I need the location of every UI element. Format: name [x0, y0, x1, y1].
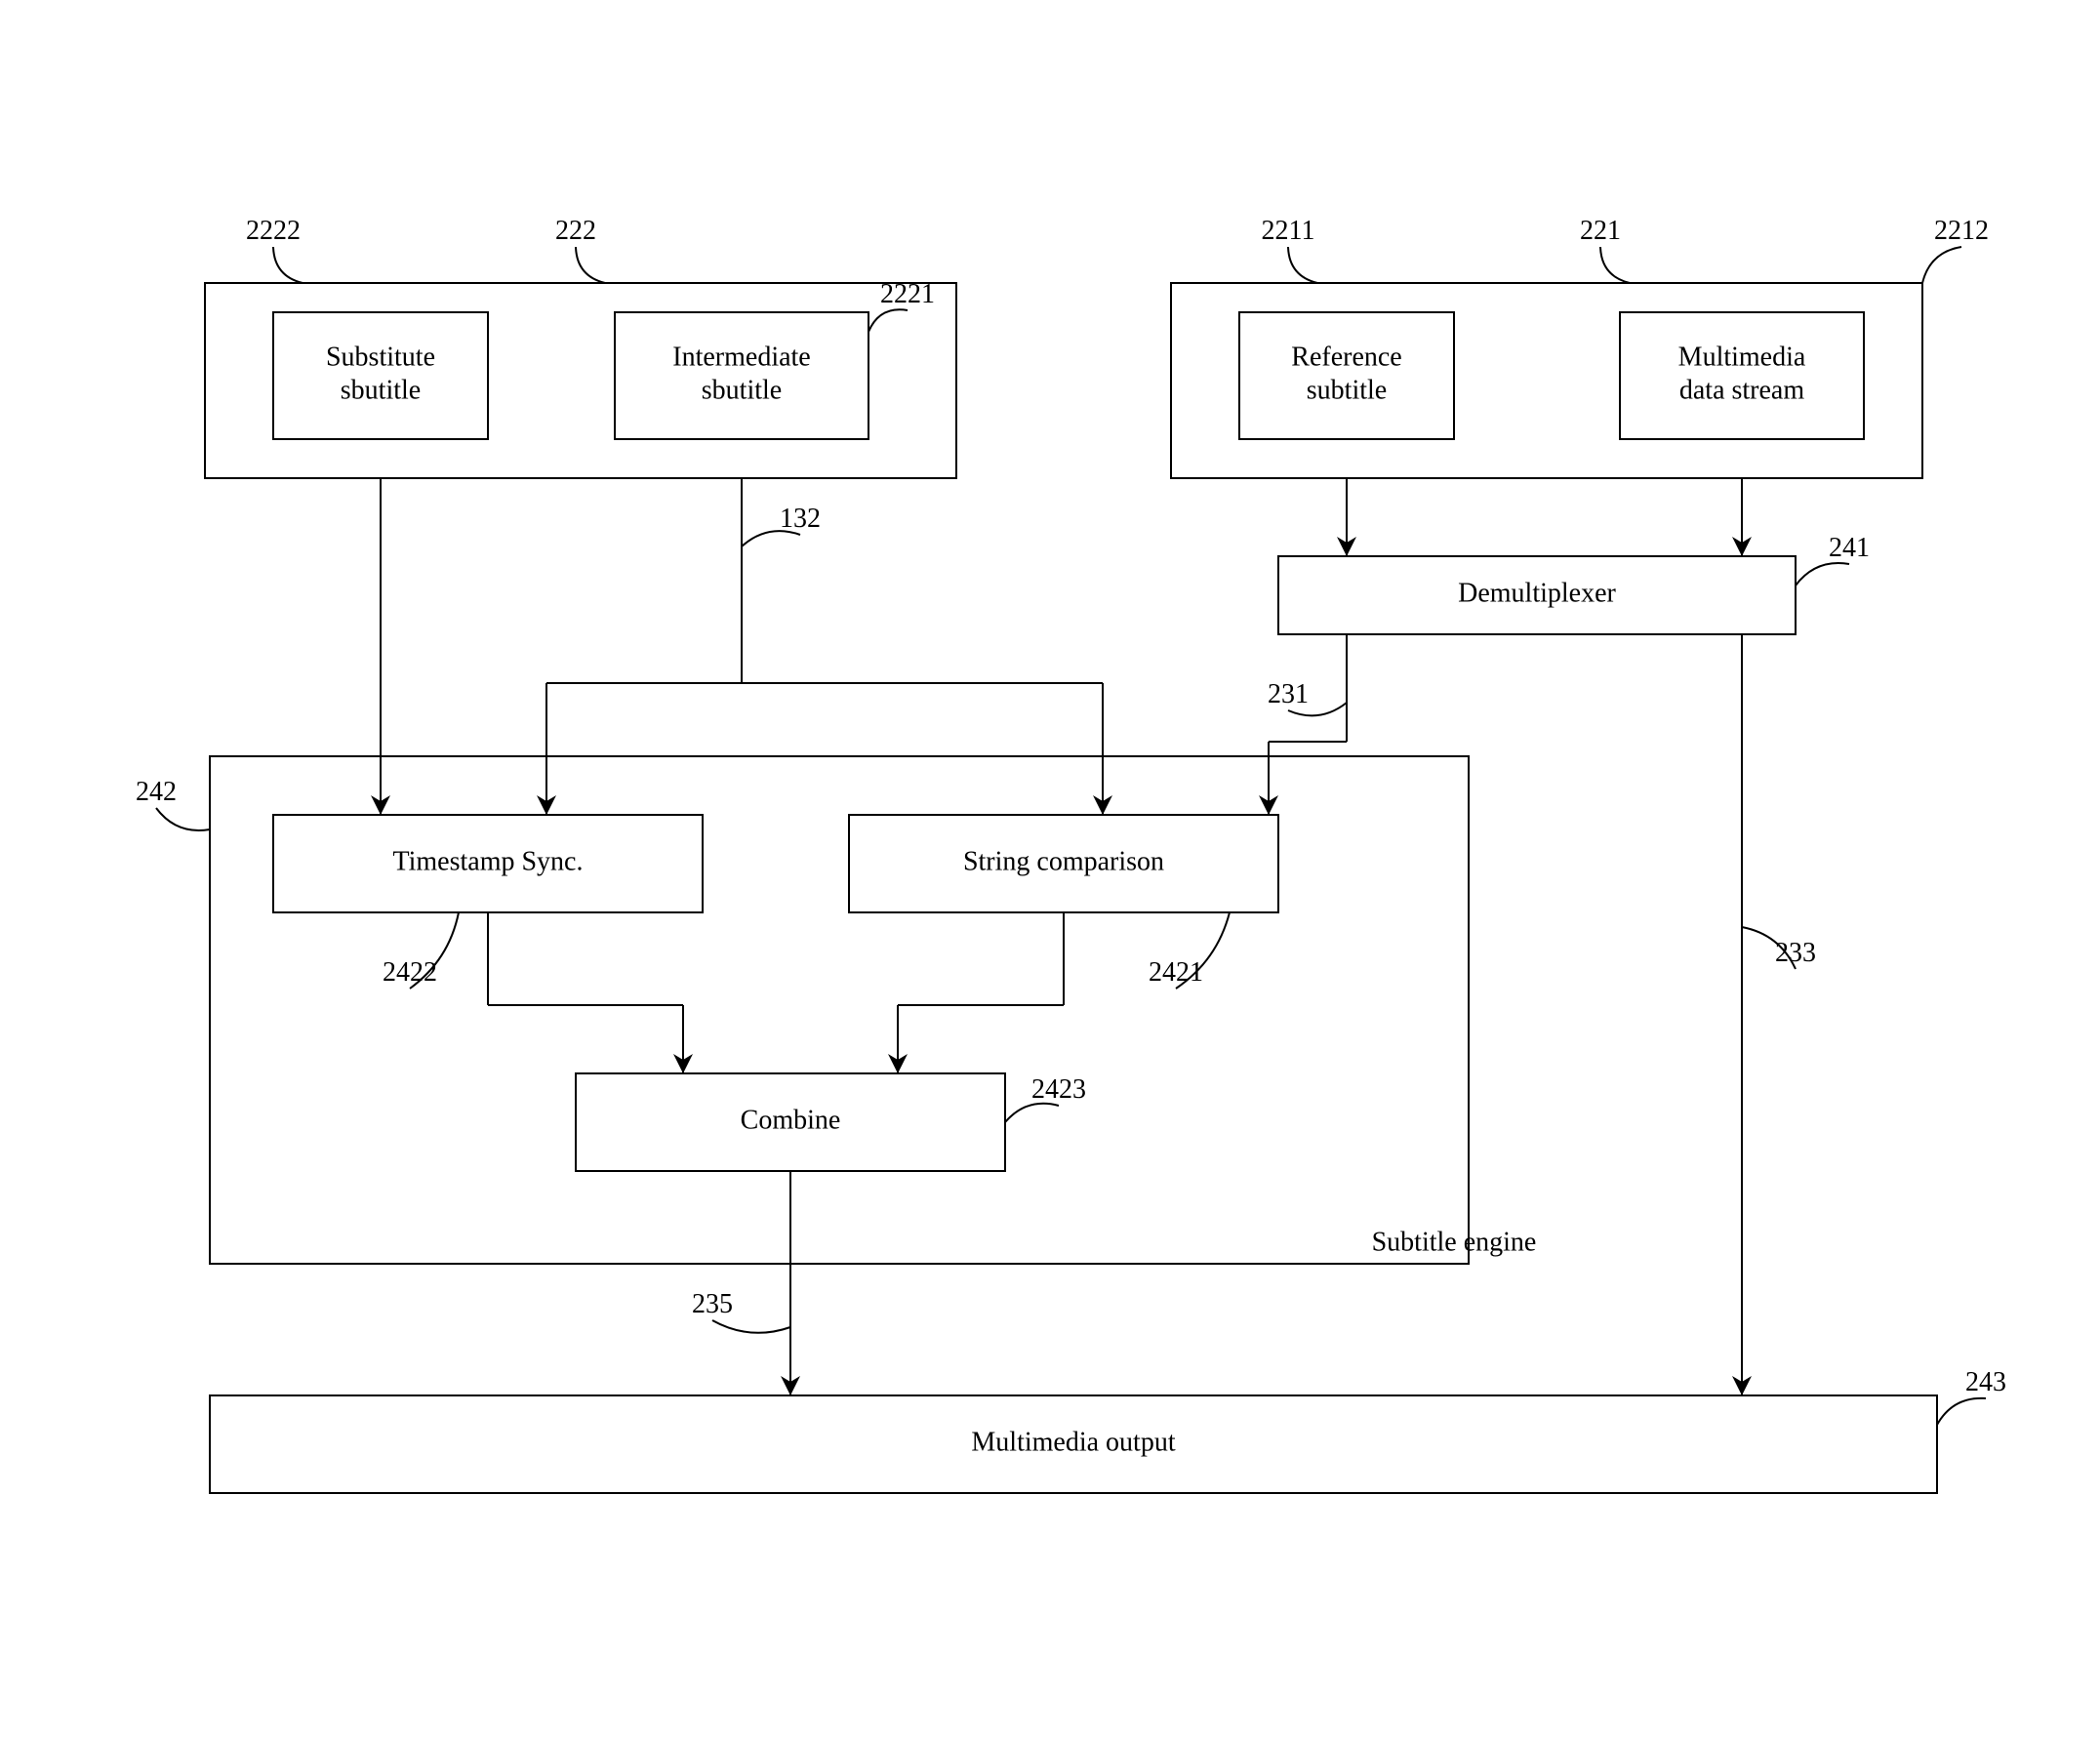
leader-243 [1937, 1398, 1986, 1425]
substitute-label-1: sbutitle [341, 375, 421, 405]
multimedia_stream-label-0: Multimedia [1678, 342, 1806, 372]
reference-label-1: subtitle [1307, 375, 1387, 405]
string_comp-label-0: String comparison [963, 846, 1164, 876]
multimedia_stream-label-1: data stream [1679, 375, 1804, 405]
leader-222 [576, 247, 605, 283]
combine-label-0: Combine [741, 1105, 841, 1135]
subtitle_engine-corner-label: Subtitle engine [1372, 1227, 1537, 1257]
refnum-2211: 2211 [1262, 216, 1315, 246]
leader-242 [156, 808, 210, 830]
leader-2222 [273, 247, 303, 283]
refnum-222: 222 [555, 216, 596, 246]
leader-241 [1796, 563, 1849, 586]
refnum-233: 233 [1775, 938, 1816, 968]
flowchart-diagram: SubstitutesbutitleIntermediatesbutitleRe… [0, 0, 2100, 1738]
refnum-221: 221 [1580, 216, 1621, 246]
refnum-2423: 2423 [1031, 1074, 1086, 1105]
leader-2211 [1288, 247, 1317, 283]
reference-label-0: Reference [1291, 342, 1401, 372]
leader-235 [712, 1320, 790, 1333]
leader-221 [1600, 247, 1630, 283]
intermediate-label-0: Intermediate [672, 342, 810, 372]
leader-2212 [1922, 247, 1961, 283]
refnum-243: 243 [1965, 1367, 2006, 1397]
substitute-label-0: Substitute [326, 342, 435, 372]
refnum-242: 242 [136, 777, 177, 807]
output-label-0: Multimedia output [971, 1427, 1175, 1457]
timestamp-label-0: Timestamp Sync. [393, 846, 584, 876]
intermediate-label-1: sbutitle [702, 375, 782, 405]
refnum-132: 132 [780, 504, 821, 534]
refnum-2212: 2212 [1934, 216, 1989, 246]
refnum-2222: 2222 [246, 216, 301, 246]
refnum-241: 241 [1829, 533, 1870, 563]
refnum-2221: 2221 [880, 279, 935, 309]
refnum-235: 235 [692, 1289, 733, 1319]
demux-label-0: Demultiplexer [1458, 578, 1616, 608]
refnum-231: 231 [1268, 679, 1309, 709]
